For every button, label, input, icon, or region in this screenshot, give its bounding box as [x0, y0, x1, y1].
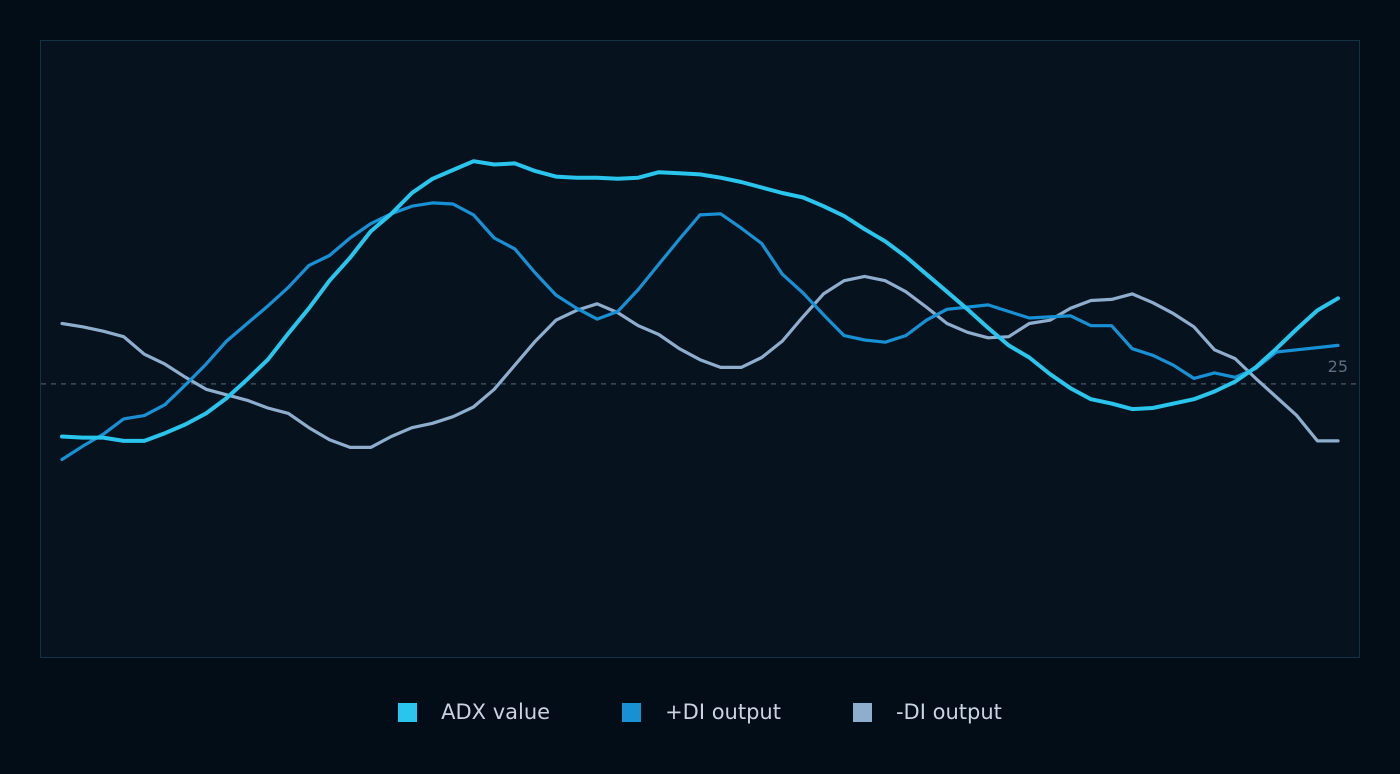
plot-area: [40, 40, 1360, 658]
legend-swatch-minus-di: [852, 702, 872, 722]
adx-line-chart: 25: [40, 40, 1360, 658]
legend-item-adx[interactable]: ADX value: [398, 700, 550, 724]
legend-swatch-plus-di: [622, 702, 642, 722]
series-layer: [60, 159, 1340, 462]
legend-item-plus-di[interactable]: +DI output: [622, 700, 781, 724]
series-line-di-output: [60, 274, 1340, 449]
legend-swatch-adx: [398, 702, 418, 722]
series-line-adx-value: [60, 159, 1340, 443]
legend-label-plus-di: +DI output: [665, 700, 781, 724]
legend-item-minus-di[interactable]: -DI output: [852, 700, 1002, 724]
reference-line-label: 25: [1328, 357, 1348, 376]
legend-label-minus-di: -DI output: [895, 700, 1002, 724]
legend-label-adx: ADX value: [441, 700, 551, 724]
legend: ADX value +DI output -DI output: [0, 690, 1400, 734]
series-line-di-output: [60, 201, 1340, 462]
